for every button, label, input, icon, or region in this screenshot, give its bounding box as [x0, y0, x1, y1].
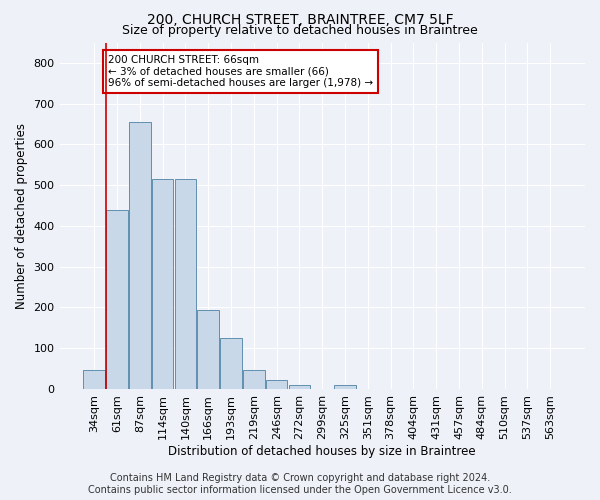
- Text: 200 CHURCH STREET: 66sqm
← 3% of detached houses are smaller (66)
96% of semi-de: 200 CHURCH STREET: 66sqm ← 3% of detache…: [108, 54, 373, 88]
- Text: 200, CHURCH STREET, BRAINTREE, CM7 5LF: 200, CHURCH STREET, BRAINTREE, CM7 5LF: [146, 12, 454, 26]
- Bar: [175, 179, 196, 389]
- Bar: [129, 122, 151, 389]
- Bar: [197, 310, 219, 389]
- Text: Contains HM Land Registry data © Crown copyright and database right 2024.
Contai: Contains HM Land Registry data © Crown c…: [88, 474, 512, 495]
- Bar: [106, 210, 128, 389]
- Bar: [220, 338, 242, 389]
- Bar: [243, 370, 265, 389]
- Bar: [152, 179, 173, 389]
- Bar: [334, 385, 356, 389]
- Bar: [83, 370, 105, 389]
- Bar: [289, 385, 310, 389]
- Bar: [266, 380, 287, 389]
- X-axis label: Distribution of detached houses by size in Braintree: Distribution of detached houses by size …: [169, 444, 476, 458]
- Y-axis label: Number of detached properties: Number of detached properties: [15, 122, 28, 308]
- Text: Size of property relative to detached houses in Braintree: Size of property relative to detached ho…: [122, 24, 478, 37]
